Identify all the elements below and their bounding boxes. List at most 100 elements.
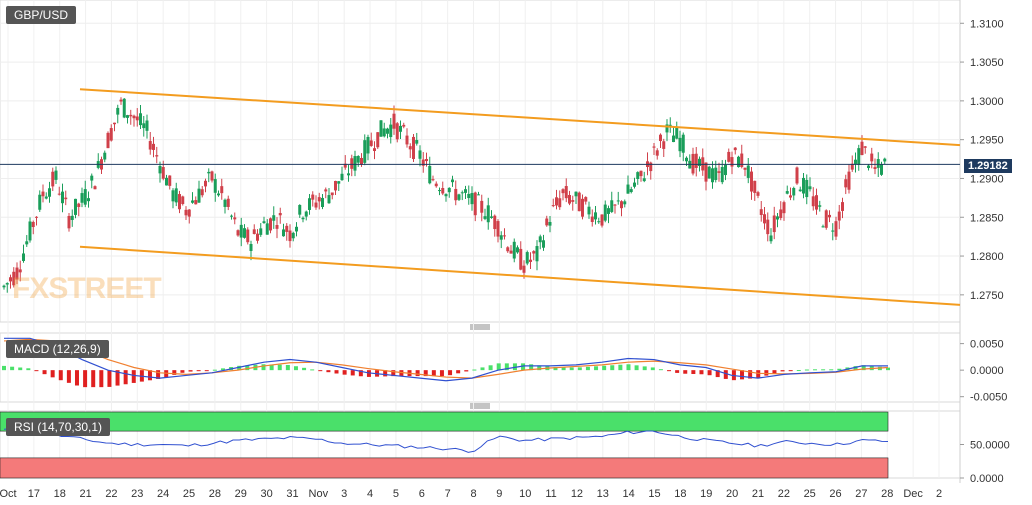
candle-body xyxy=(103,152,107,160)
candle-body xyxy=(454,188,458,201)
candle-body xyxy=(480,200,484,213)
candle-body xyxy=(80,193,84,203)
candle-body xyxy=(304,211,308,217)
candle-body xyxy=(863,146,867,148)
candle-body xyxy=(704,162,708,182)
candle-body xyxy=(415,140,419,144)
candle-body xyxy=(467,193,471,199)
candle-body xyxy=(668,124,672,126)
candle-body xyxy=(753,180,757,193)
candle-body xyxy=(581,198,584,217)
candle-body xyxy=(850,163,854,170)
candle-body xyxy=(70,215,74,221)
candle-body xyxy=(844,179,848,188)
candle-body xyxy=(473,192,477,216)
candle-body xyxy=(434,183,438,187)
macd-histogram-bar xyxy=(488,365,493,371)
macd-histogram-bar xyxy=(293,366,298,371)
macd-histogram-bar xyxy=(796,370,801,372)
candle-body xyxy=(727,151,731,162)
candle-body xyxy=(350,158,354,169)
candle-body xyxy=(9,277,12,282)
candle-body xyxy=(373,148,376,152)
candle-body xyxy=(756,192,760,196)
macd-histogram-bar xyxy=(804,369,809,371)
candle-body xyxy=(694,153,698,168)
candle-body xyxy=(363,140,367,163)
candle-body xyxy=(603,204,607,221)
macd-histogram-bar xyxy=(58,370,63,381)
y-tick-label: 0.0000 xyxy=(970,473,1004,485)
candle-body xyxy=(538,236,542,243)
macd-histogram-bar xyxy=(334,370,339,374)
macd-histogram-bar xyxy=(618,364,623,371)
candle-body xyxy=(759,209,763,216)
x-tick-label: 13 xyxy=(597,488,609,500)
x-tick-label: 18 xyxy=(54,488,66,500)
candle-body xyxy=(421,159,425,166)
macd-histogram-bar xyxy=(66,370,71,383)
candle-body xyxy=(317,197,321,202)
watermark: FXSTREET xyxy=(12,272,162,305)
candle-body xyxy=(512,241,516,259)
candle-body xyxy=(623,201,627,205)
candle-body xyxy=(789,195,792,198)
candle-body xyxy=(249,243,253,251)
candle-body xyxy=(93,186,97,190)
candle-body xyxy=(730,157,734,167)
candle-body xyxy=(132,115,136,119)
candle-body xyxy=(129,114,133,117)
candle-body xyxy=(834,221,838,237)
candle-body xyxy=(418,150,422,159)
macd-histogram-bar xyxy=(585,366,590,371)
candle-body xyxy=(148,141,152,150)
y-tick-label: 1.2750 xyxy=(970,290,1004,302)
macd-histogram-bar xyxy=(853,366,858,371)
candle-body xyxy=(837,211,841,221)
candle-body xyxy=(226,198,230,207)
x-tick-label: 4 xyxy=(367,488,373,500)
candle-body xyxy=(808,186,812,190)
x-tick-label: Nov xyxy=(309,488,329,500)
candle-body xyxy=(382,128,386,137)
macd-histogram-bar xyxy=(431,370,436,377)
candle-body xyxy=(763,214,766,224)
candle-body xyxy=(412,136,415,160)
candle-body xyxy=(314,202,318,208)
candle-body xyxy=(662,141,666,149)
x-tick-label: 15 xyxy=(648,488,660,500)
candle-body xyxy=(542,240,545,248)
candle-body xyxy=(275,225,279,229)
candle-body xyxy=(847,171,851,190)
macd-histogram-bar xyxy=(788,370,793,372)
x-tick-label: 12 xyxy=(571,488,583,500)
candle-body xyxy=(337,181,341,184)
macd-histogram-bar xyxy=(756,370,761,378)
macd-histogram-bar xyxy=(496,363,501,371)
candle-body xyxy=(301,217,305,220)
candle-body xyxy=(685,157,688,162)
candle-body xyxy=(28,221,32,241)
macd-histogram-bar xyxy=(261,364,266,371)
candle-body xyxy=(867,165,870,169)
candle-body xyxy=(733,147,737,151)
candle-body xyxy=(165,177,168,186)
candle-body xyxy=(737,156,740,168)
macd-histogram-bar xyxy=(91,370,96,388)
candle-body xyxy=(486,205,490,223)
macd-histogram-bar xyxy=(2,365,6,371)
macd-histogram-bar xyxy=(99,370,104,388)
macd-histogram-bar xyxy=(115,370,120,386)
candle-body xyxy=(145,120,149,131)
macd-histogram-bar xyxy=(456,370,461,374)
candle-body xyxy=(262,221,266,224)
candle-body xyxy=(87,198,90,202)
candle-body xyxy=(38,194,42,210)
candle-body xyxy=(616,200,620,202)
macd-histogram-bar xyxy=(886,367,890,371)
candle-body xyxy=(883,158,887,162)
candle-body xyxy=(821,226,825,228)
macd-histogram-bar xyxy=(861,365,866,371)
candle-body xyxy=(496,221,500,237)
candle-body xyxy=(282,229,285,237)
